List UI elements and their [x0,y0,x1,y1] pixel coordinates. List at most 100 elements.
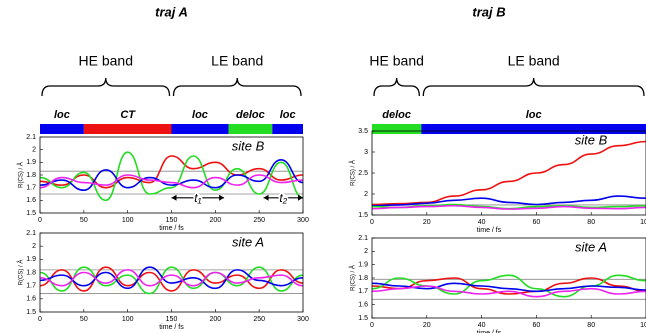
plot-frame [371,237,646,319]
x-tick-label: 60 [533,322,541,329]
y-tick-label: 1.8 [26,269,36,276]
y-axis-label: R(CS) / Å [350,265,357,291]
x-axis-label: time / fs [477,227,502,234]
x-tick-label: 40 [478,219,486,226]
state-segment [272,124,303,134]
data-line [39,155,304,189]
state-segment [228,124,273,134]
figure-title: traj B [472,4,505,19]
y-tick-label: 2.5 [358,170,368,177]
y-tick-label: 2.1 [358,235,368,242]
state-segment [83,124,172,134]
state-segment [40,124,84,134]
data-line [371,204,646,210]
x-tick-label: 300 [297,316,309,323]
x-tick-label: 200 [209,217,221,224]
figure-title: traj A [155,4,188,19]
x-tick-label: 100 [122,316,134,323]
x-axis-label: time / fs [159,324,184,331]
x-tick-label: 100 [640,322,646,329]
state-label: deloc [382,109,411,121]
plot-frame [371,130,646,216]
y-tick-label: 3.5 [358,128,368,135]
y-tick-label: 3 [364,149,368,156]
y-tick-label: 1.6 [26,296,36,303]
x-tick-label: 0 [38,316,42,323]
state-label: deloc [236,109,265,121]
data-line [371,195,646,207]
y-axis-label: R(CS) / Å [350,160,357,186]
x-tick-label: 150 [166,217,178,224]
x-tick-label: 50 [80,316,88,323]
data-line [39,266,304,295]
x-tick-label: 60 [533,219,541,226]
data-line [371,140,646,206]
band-brace [422,77,645,97]
data-line [39,158,304,192]
x-tick-label: 80 [587,322,595,329]
x-tick-label: 40 [478,322,486,329]
band-brace [41,77,171,97]
y-tick-label: 1.9 [26,256,36,263]
y-tick-label: 1.5 [26,309,36,316]
y-tick-label: 1.8 [358,275,368,282]
state-label: loc [280,109,296,121]
y-tick-label: 2.1 [26,230,36,237]
state-segment [372,124,422,134]
y-tick-label: 1.8 [26,172,36,179]
y-tick-label: 1.5 [358,315,368,322]
data-line [39,174,304,189]
state-label: CT [120,109,136,121]
x-tick-label: 100 [640,219,646,226]
y-tick-label: 1.5 [26,210,36,217]
panel-label: site A [232,234,264,249]
data-line [371,274,646,298]
y-tick-label: 1.9 [26,159,36,166]
x-tick-label: 250 [253,316,265,323]
data-line [371,277,646,295]
x-tick-label: 300 [297,217,309,224]
data-line [39,266,304,292]
band-label: LE band [508,53,560,69]
data-line [39,151,304,202]
x-tick-label: 20 [423,322,431,329]
y-tick-label: 2 [364,191,368,198]
x-tick-label: 50 [80,217,88,224]
y-axis-label: R(CS) / Å [18,162,25,188]
x-tick-label: 100 [122,217,134,224]
y-axis-label: R(CS) / Å [18,260,25,286]
x-axis-label: time / fs [159,225,184,232]
band-label: LE band [211,53,263,69]
y-tick-label: 1.9 [358,262,368,269]
panel-label: site A [575,239,607,254]
state-segment [171,124,229,134]
panel-label: site B [232,138,265,153]
x-tick-label: 250 [253,217,265,224]
y-tick-label: 1.7 [26,185,36,192]
data-line [39,266,304,290]
band-label: HE band [79,53,133,69]
band-brace [373,77,420,97]
plot-frame [39,232,304,313]
y-tick-label: 2 [32,147,36,154]
x-tick-label: 0 [38,217,42,224]
data-line [371,282,646,293]
band-label: HE band [369,53,423,69]
state-segment [421,124,646,134]
y-tick-label: 1.6 [26,197,36,204]
x-tick-label: 0 [370,322,374,329]
x-tick-label: 150 [166,316,178,323]
state-label: loc [526,109,542,121]
y-tick-label: 1.5 [358,212,368,219]
state-label: loc [54,109,70,121]
state-label: loc [192,109,208,121]
plot-frame [39,136,304,214]
band-brace [172,77,302,97]
x-tick-label: 200 [209,316,221,323]
y-tick-label: 1.7 [26,283,36,290]
x-tick-label: 0 [370,219,374,226]
data-line [371,285,646,298]
x-tick-label: 80 [587,219,595,226]
data-line [39,269,304,287]
